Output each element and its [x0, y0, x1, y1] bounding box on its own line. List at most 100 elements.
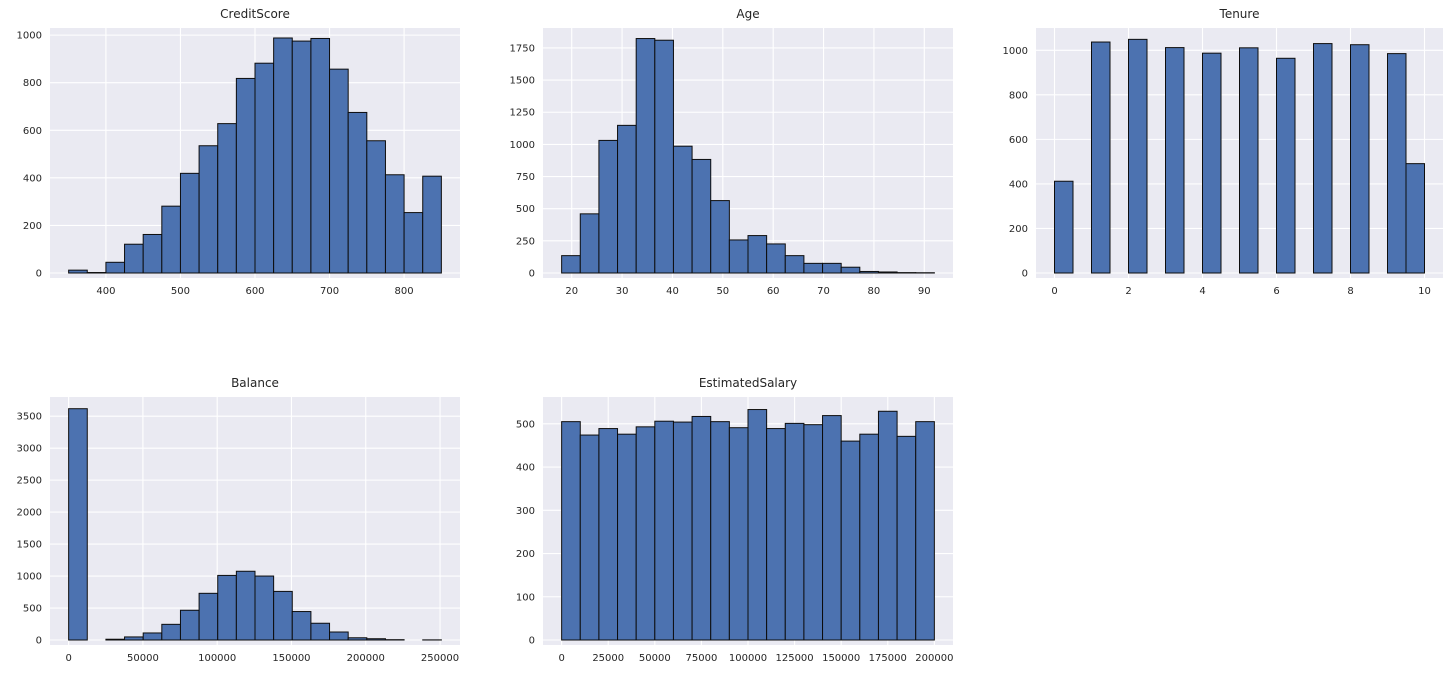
- y-tick-label: 800: [23, 78, 42, 89]
- histogram-bar: [877, 410, 898, 641]
- x-tick-label: 0: [1051, 286, 1057, 297]
- y-tick-label: 200: [516, 549, 535, 560]
- histogram-bar: [142, 632, 163, 641]
- x-tick-label: 60: [767, 286, 780, 297]
- histogram-bar: [784, 255, 805, 274]
- histogram-bar: [235, 77, 256, 274]
- y-tick-label: 3500: [17, 412, 42, 423]
- histogram-bar: [217, 574, 237, 641]
- histogram-bar: [1054, 180, 1074, 274]
- x-tick-label: 10: [1418, 286, 1431, 297]
- histogram-bar: [598, 139, 619, 274]
- x-tick-label: 100000: [729, 653, 767, 664]
- histogram-bar: [1350, 44, 1370, 274]
- creditscore-histogram-plot: 0 200 400 600 800 1000 400 500 600 700 800: [17, 28, 460, 297]
- histogram-bar: [142, 233, 163, 274]
- y-tick-label: 3000: [17, 444, 42, 455]
- chart-title-age: Age: [736, 7, 760, 21]
- x-tick-label: 150000: [272, 653, 310, 664]
- histogram-bar: [347, 637, 368, 641]
- histogram-bar: [579, 213, 600, 274]
- histogram-bar: [273, 37, 293, 274]
- x-tick-label: 175000: [869, 653, 907, 664]
- y-tick-label: 0: [36, 636, 42, 647]
- histogram-bar: [68, 269, 88, 274]
- x-tick-label: 90: [918, 286, 931, 297]
- histogram-bar: [691, 158, 712, 274]
- histogram-bar: [124, 636, 144, 641]
- histogram-bar: [822, 415, 842, 641]
- histogram-bar: [784, 422, 805, 641]
- histogram-bar: [329, 68, 349, 274]
- histogram-bar: [1276, 57, 1296, 274]
- chart-tenure: Tenure 0 200 400 600 800 1000 0 2 4 6 8 10: [991, 5, 1455, 306]
- x-tick-label: 50: [716, 286, 729, 297]
- y-tick-label: 600: [23, 126, 42, 137]
- x-tick-label: 4: [1199, 286, 1205, 297]
- histogram-bar: [561, 421, 581, 641]
- histogram-bar: [728, 427, 749, 641]
- x-tick-label: 8: [1347, 286, 1353, 297]
- y-tick-label: 500: [516, 204, 535, 215]
- histogram-bar: [235, 570, 256, 641]
- x-tick-label: 20: [565, 286, 578, 297]
- histogram-bar: [654, 420, 674, 641]
- histogram-bar: [384, 174, 405, 274]
- chart-title-estimatedsalary: EstimatedSalary: [698, 376, 798, 390]
- histogram-bar: [840, 266, 861, 274]
- chart-title-creditscore: CreditScore: [220, 7, 290, 21]
- histogram-bar: [728, 239, 749, 274]
- histogram-bar: [254, 62, 275, 274]
- x-tick-label: 150000: [822, 653, 860, 664]
- histogram-bar: [179, 609, 200, 641]
- histogram-bar: [291, 40, 312, 274]
- histogram-bar: [273, 590, 293, 641]
- x-tick-label: 700: [320, 286, 339, 297]
- chart-age: Age 0 250 500 750 1000 1250 1500 1750 20 30 40 50 60…: [498, 5, 965, 306]
- histogram-bar: [198, 592, 219, 641]
- y-tick-label: 0: [1022, 269, 1028, 280]
- histogram-bar: [654, 39, 674, 274]
- y-tick-label: 400: [23, 173, 42, 184]
- y-tick-label: 200: [1009, 224, 1028, 235]
- y-tick-label: 2000: [17, 508, 42, 519]
- x-tick-label: 75000: [686, 653, 718, 664]
- histogram-bar: [635, 38, 656, 274]
- x-tick-label: 30: [616, 286, 629, 297]
- histogram-bar: [635, 426, 656, 641]
- y-tick-label: 300: [516, 506, 535, 517]
- histogram-bar: [747, 409, 768, 641]
- y-tick-label: 200: [23, 221, 42, 232]
- x-tick-label: 6: [1273, 286, 1279, 297]
- x-tick-label: 50000: [639, 653, 671, 664]
- histogram-bar: [617, 124, 637, 274]
- y-tick-label: 0: [529, 269, 535, 280]
- x-tick-label: 80: [868, 286, 881, 297]
- histogram-bar: [217, 123, 237, 274]
- age-histogram-plot: 0 250 500 750 1000 1250 1500 1750 20 30 40 50 60 70 80…: [510, 28, 953, 297]
- histogram-bar: [68, 408, 88, 641]
- histogram-bar: [198, 145, 219, 274]
- y-tick-label: 500: [23, 604, 42, 615]
- histogram-bar: [672, 421, 693, 641]
- x-tick-label: 100000: [198, 653, 236, 664]
- x-tick-label: 40: [666, 286, 679, 297]
- y-tick-label: 1250: [510, 108, 535, 119]
- histogram-bar: [347, 111, 368, 274]
- histogram-bar: [1165, 47, 1185, 274]
- histogram-bar: [877, 271, 898, 274]
- histogram-bar: [598, 428, 619, 641]
- histogram-bar: [161, 623, 181, 641]
- histogram-bar: [803, 262, 824, 274]
- histogram-bar: [254, 575, 275, 641]
- histogram-bar: [691, 415, 712, 641]
- y-tick-label: 500: [516, 419, 535, 430]
- histogram-bar: [422, 175, 442, 274]
- chart-balance: Balance 0 500 1000 1500 2000 2500 3000 3500 0 500…: [5, 374, 472, 673]
- histogram-bar: [859, 270, 879, 274]
- y-tick-label: 2500: [17, 476, 42, 487]
- histogram-bar: [710, 421, 730, 641]
- histogram-bar: [105, 261, 126, 274]
- histogram-bar: [1091, 41, 1111, 274]
